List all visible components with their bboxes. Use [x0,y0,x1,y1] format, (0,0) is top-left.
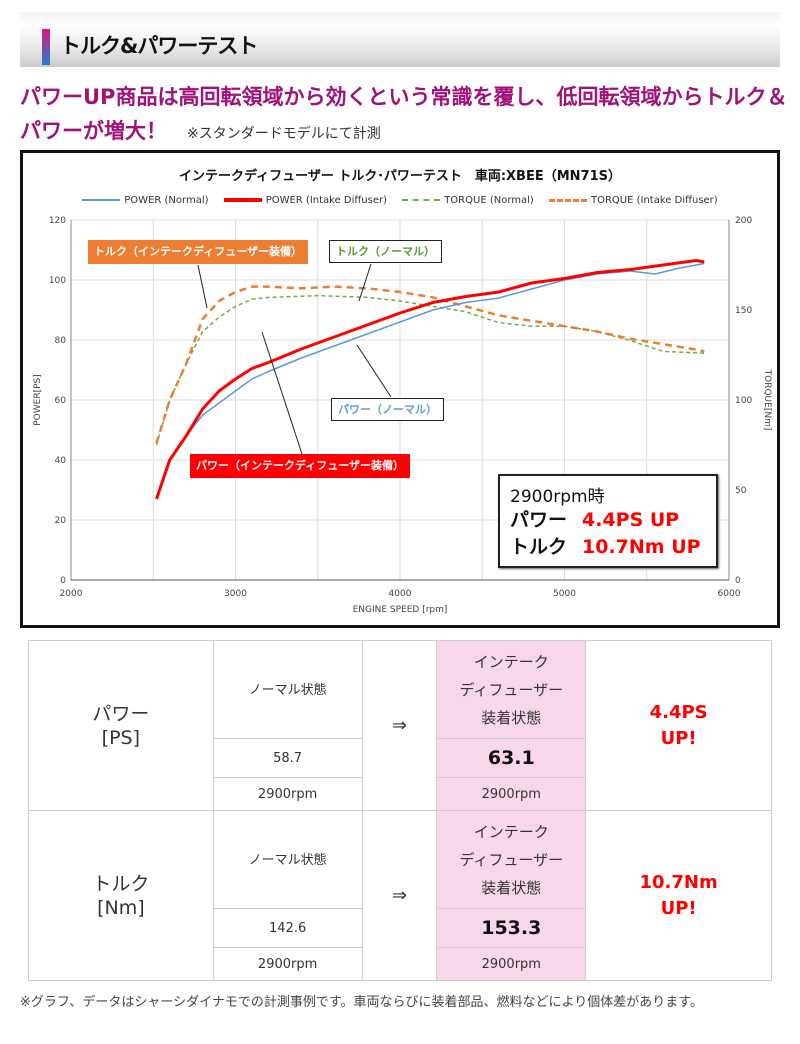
legend-torque-normal: TORQUE (Normal) [402,195,534,206]
summary-torque-label: トルク [510,536,568,558]
normal-rpm: 2900rpm [212,947,363,981]
annotation-leader-line [197,264,208,309]
y-tick-label: 80 [55,336,67,346]
y-tick-label: 20 [55,516,67,526]
section-title: トルク&パワーテスト [60,34,258,58]
intake-diffuser-value: 153.3 [436,908,587,948]
legend-torque-id: TORQUE (Intake Diffuser) [549,195,718,206]
normal-rpm: 2900rpm [212,777,363,811]
y2-axis-label: TORQUE[Nm] [762,369,772,431]
chart-plot: 2000 3000 4000 5000 6000 0 20 40 60 80 100 120 0 50 10… [33,216,772,615]
annotation-leader-line [358,263,372,302]
intake-diffuser-rpm: 2900rpm [436,947,587,981]
measurement-note: ※スタンダードモデルにて計測 [187,126,381,142]
dyno-chart: 2000 3000 4000 5000 6000 0 20 40 60 80 100 120 0 50 10… [20,150,780,628]
summary-power-label: パワー [510,509,568,531]
annotation-power-normal: パワー（ノーマル） [331,398,444,421]
power-gain: 4.4PS UP! [585,640,772,811]
series-line-torque-intake-diffuser- [155,285,705,444]
gain-summary-box: 2900rpm時 パワー 4.4PS UP トルク 10.7Nm UP [498,474,718,568]
x-tick-label: 6000 [718,589,741,599]
y-axis-label: POWER[PS] [33,374,43,426]
chart-legend: POWER (Normal) POWER (Intake Diffuser) T… [23,195,777,206]
legend-power-id: POWER (Intake Diffuser) [223,195,387,206]
x-tick-label: 5000 [553,589,576,599]
y-tick-label: 120 [49,216,66,226]
intake-diffuser-label: インテーク ディフューザー 装着状態 [436,640,587,739]
y-tick-label: 60 [55,396,67,406]
x-tick-label: 4000 [389,589,412,599]
annotation-leader-line [261,331,303,455]
normal-label: ノーマル状態 [212,810,363,909]
comparison-table: パワー [PS] ノーマル状態 ⇒ インテーク ディフューザー 装着状態 4.4PS U… [28,640,772,981]
section-header: トルク&パワーテスト [20,12,780,67]
y2-tick-label: 0 [735,576,741,586]
summary-power-value: 4.4PS UP [582,509,680,531]
torque-gain: 10.7Nm UP! [585,810,772,981]
x-tick-label: 2000 [60,589,83,599]
summary-rpm: 2900rpm時 [510,487,605,507]
intake-diffuser-value: 63.1 [436,738,587,778]
headline: パワーUP商品は高回転領域から効くという常識を覆し、低回転領域からトルク＆パワー… [20,85,788,143]
intake-diffuser-rpm: 2900rpm [436,777,587,811]
y-tick-label: 40 [55,456,67,466]
annotation-torque-normal: トルク（ノーマル） [329,240,442,263]
normal-label: ノーマル状態 [212,640,363,739]
metric-power: パワー [PS] [28,640,214,811]
y2-tick-label: 150 [735,306,752,316]
annotation-torque-id: トルク（インテークディフューザー装備） [88,240,309,264]
metric-torque: トルク [Nm] [28,810,214,981]
y-tick-label: 100 [49,276,66,286]
legend-power-normal: POWER (Normal) [82,195,209,206]
x-axis-label: ENGINE SPEED [rpm] [353,605,448,615]
series-line-power-intake-diffuser- [155,259,705,500]
x-tick-label: 3000 [224,589,247,599]
chart-title: インテークディフューザー トルク･パワーテスト 車両:XBEE（MN71S） [178,169,622,184]
normal-value: 142.6 [212,908,363,948]
annotation-leader-line [356,344,392,398]
y-tick-label: 0 [60,576,66,586]
intake-diffuser-label: インテーク ディフューザー 装着状態 [436,810,587,909]
arrow-icon: ⇒ [361,640,438,811]
lead-text: パワーUP商品は高回転領域から効くという常識を覆し、低回転領域からトルク＆パワー… [20,80,790,151]
arrow-icon: ⇒ [361,810,438,981]
header-accent-bar [42,29,50,65]
y2-tick-label: 100 [735,396,752,406]
summary-torque-value: 10.7Nm UP [582,536,701,558]
footnote: ※グラフ、データはシャーシダイナモでの計測事例です。車両ならびに装着部品、燃料な… [20,995,703,1010]
y2-tick-label: 50 [735,486,747,496]
normal-value: 58.7 [212,738,363,778]
annotation-power-id: パワー（インテークディフューザー装備） [190,454,411,478]
y2-tick-label: 200 [735,216,752,226]
